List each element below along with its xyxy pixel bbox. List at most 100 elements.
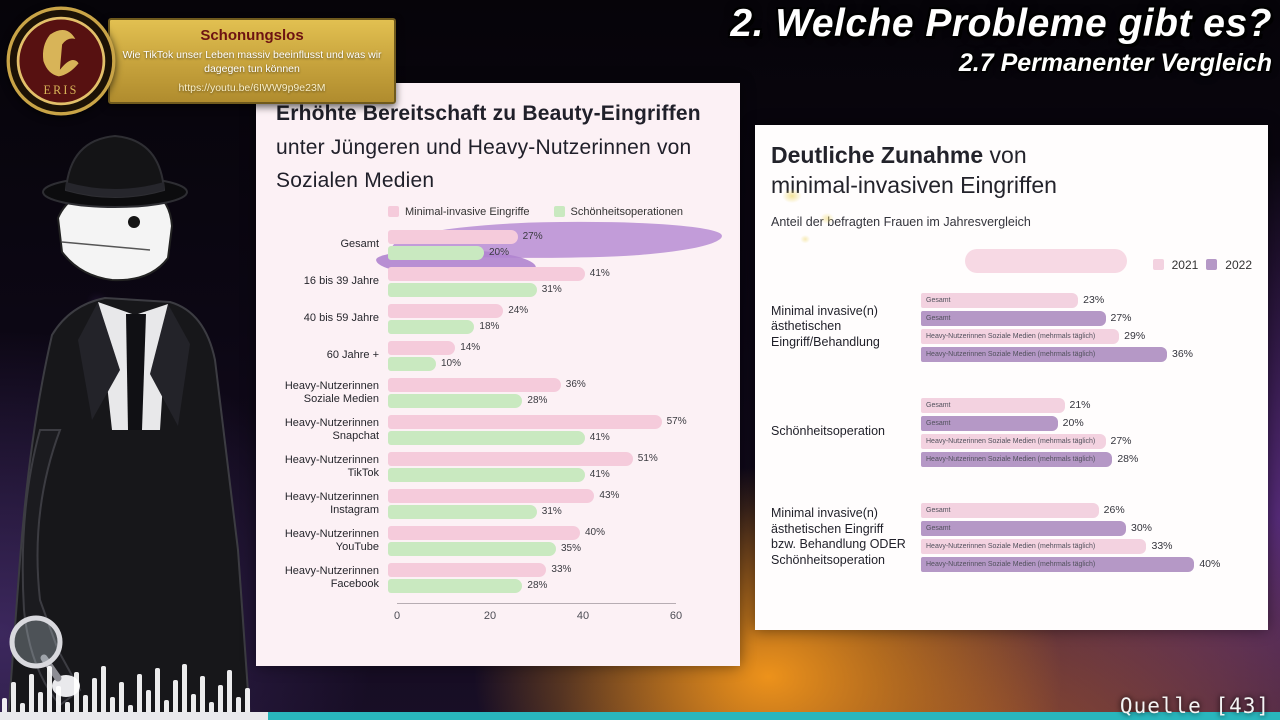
chart2-bar-value: 30% [1131,522,1153,535]
chart1-bar [388,562,547,577]
chart1-bar-value: 20% [488,247,509,259]
chart1-bar-value: 27% [522,231,543,243]
chart2-bar-value: 29% [1124,330,1146,343]
waveform-bar [110,697,115,712]
channel-emblem: ERIS [6,6,116,116]
chart2-bar-inner-label: Gesamt [926,419,951,427]
channel-video-link[interactable]: https://youtu.be/6IWW9p9e23M [178,81,326,94]
channel-description: Wie TikTok unser Leben massiv beeinfluss… [122,49,382,75]
chart2-bar-value: 21% [1069,399,1091,412]
chart1-bar-value: 35% [560,543,581,555]
chart1-category-label: Gesamt [340,238,379,251]
waveform-bar [92,678,97,712]
slide-headings: 2. Welche Probleme gibt es? 2.7 Permanen… [730,2,1272,78]
waveform-bar [200,676,205,712]
waveform-bar [146,690,151,712]
chart2-bar: Gesamt [921,310,1106,326]
chart1-category-label: 16 bis 39 Jahre [303,275,379,288]
magnifier-glass [9,615,63,669]
chart1-bar-pair: 36% 28% [388,377,718,408]
chart2-bar: Heavy-Nutzerinnen Soziale Medien (mehrma… [921,328,1120,344]
chart1-bar-value: 41% [589,268,610,280]
chart1-bar [388,414,662,429]
chart2-bar: Heavy-Nutzerinnen Soziale Medien (mehrma… [921,433,1106,449]
waveform-bar [56,686,61,712]
chart1-bar-line: 41% [388,266,718,281]
chart2-bar: Gesamt [921,292,1079,308]
emblem-inner-disc [16,16,106,106]
bottom-ticker-left-segment [0,712,268,720]
chart1-row: Heavy-Nutzerinnen Instagram 43% 31% [276,488,718,519]
chart1-x-axis: 0 20 40 60 [394,602,718,629]
chart1-bar-line: 24% [388,303,718,318]
chart1-row: Heavy-Nutzerinnen Soziale Medien 36% 28% [276,377,718,408]
chart1-bar-pair: 57% 41% [388,414,718,445]
paint-splatter-decoration [759,169,869,259]
chart2-bar-inner-label: Gesamt [926,314,951,322]
chart1-bar [388,467,585,482]
chart1-legend-label-1: Minimal-invasive Eingriffe [405,205,530,218]
chart2-bar-inner-label: Gesamt [926,506,951,514]
chart2-bar-value: 40% [1199,558,1221,571]
chart1-bar [388,578,523,593]
chart2-bar-line: Heavy-Nutzerinnen Soziale Medien (mehrma… [921,556,1252,572]
chart2-bar-inner-label: Heavy-Nutzerinnen Soziale Medien (mehrma… [926,350,1096,358]
chart1-row: Gesamt 27% 20% [276,229,718,260]
chart2-bar-value: 27% [1110,435,1132,448]
chart2-groups: Minimal invasive(n) ästhetischen Eingrif… [771,292,1252,572]
chart1-bar-line: 33% [388,562,718,577]
chart2-bar-value: 26% [1103,504,1125,517]
main-heading: 2. Welche Probleme gibt es? [730,2,1272,45]
chart1-bar [388,488,595,503]
chart2-bar: Heavy-Nutzerinnen Soziale Medien (mehrma… [921,556,1195,572]
chart1-bar-line: 43% [388,488,718,503]
chart1-bar-pair: 43% 31% [388,488,718,519]
source-citation: Quelle [43] [1119,694,1270,718]
waveform-bar [245,688,250,712]
chart1-bar [388,229,518,244]
waveform-bar [227,670,232,712]
waveform-bar [65,702,70,712]
chart2-group: Minimal invasive(n) ästhetischen Eingrif… [771,292,1252,362]
chart2-bar-line: Heavy-Nutzerinnen Soziale Medien (mehrma… [921,346,1252,362]
chart2-bar-line: Heavy-Nutzerinnen Soziale Medien (mehrma… [921,328,1252,344]
chart2-bars: Gesamt 23% Gesamt 27% Heavy-Nutzerinnen Sozi… [921,292,1252,362]
legend-swatch-2021 [1152,259,1164,271]
bottom-ticker-strip [0,712,1280,720]
chart2-group-label: Minimal invasive(n) ästhetischen Eingrif… [771,303,880,350]
chart1-bar-line: 31% [388,282,718,297]
chart2-bar-line: Gesamt 27% [921,310,1252,326]
chart2-title-bold: Deutliche Zunahme [771,142,984,168]
waveform-bar [182,664,187,712]
chart1-bar [388,266,585,281]
chart1-category-label: 40 bis 59 Jahre [303,312,379,325]
chart2-bar: Heavy-Nutzerinnen Soziale Medien (mehrma… [921,451,1113,467]
chart1-bar-line: 40% [388,525,718,540]
chart2-bar-line: Gesamt 30% [921,520,1252,536]
chart1-bar [388,525,580,540]
chart1-title-line2: unter Jüngeren und Heavy-Nutzerinnen von [276,135,692,159]
channel-badge: ERIS Schonungslos Wie TikTok unser Leben… [6,6,396,116]
chart1-bar-value: 33% [551,564,572,576]
chart1-bar [388,377,561,392]
chart2-bar-inner-label: Gesamt [926,524,951,532]
waveform-bar [74,672,79,712]
chart1-bar [388,430,585,445]
chart1-bar-line: 36% [388,377,718,392]
character-coat [6,296,252,720]
chart2-bar: Gesamt [921,415,1058,431]
waveform-bar [119,682,124,712]
chart1-bar-value: 24% [508,305,529,317]
chart1-bar [388,356,436,371]
chart1-bar-pair: 33% 28% [388,562,718,593]
chart1-bar [388,541,556,556]
chart1-axis-line [397,602,676,604]
chart1-bar-value: 43% [599,490,620,502]
chart2-bar-inner-label: Heavy-Nutzerinnen Soziale Medien (mehrma… [926,455,1096,463]
chart1-row: 16 bis 39 Jahre 41% 31% [276,266,718,297]
chart1-bar [388,340,456,355]
chart1-category-label: Heavy-Nutzerinnen Snapchat [284,417,379,442]
chart1-bar-value: 41% [589,469,610,481]
chart2-bar: Gesamt [921,397,1065,413]
